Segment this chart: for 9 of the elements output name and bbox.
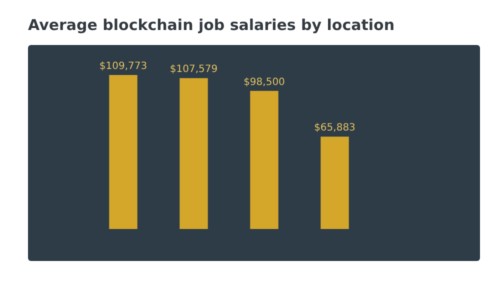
data-label: $109,773	[99, 61, 148, 72]
bar	[250, 90, 278, 229]
chart-title: Average blockchain job salaries by location	[28, 16, 395, 34]
bar	[180, 78, 208, 229]
bar	[109, 75, 138, 229]
data-label: $98,500	[244, 76, 285, 88]
data-label: $65,883	[314, 122, 356, 134]
data-label: $107,579	[170, 64, 218, 76]
bar	[320, 136, 349, 229]
